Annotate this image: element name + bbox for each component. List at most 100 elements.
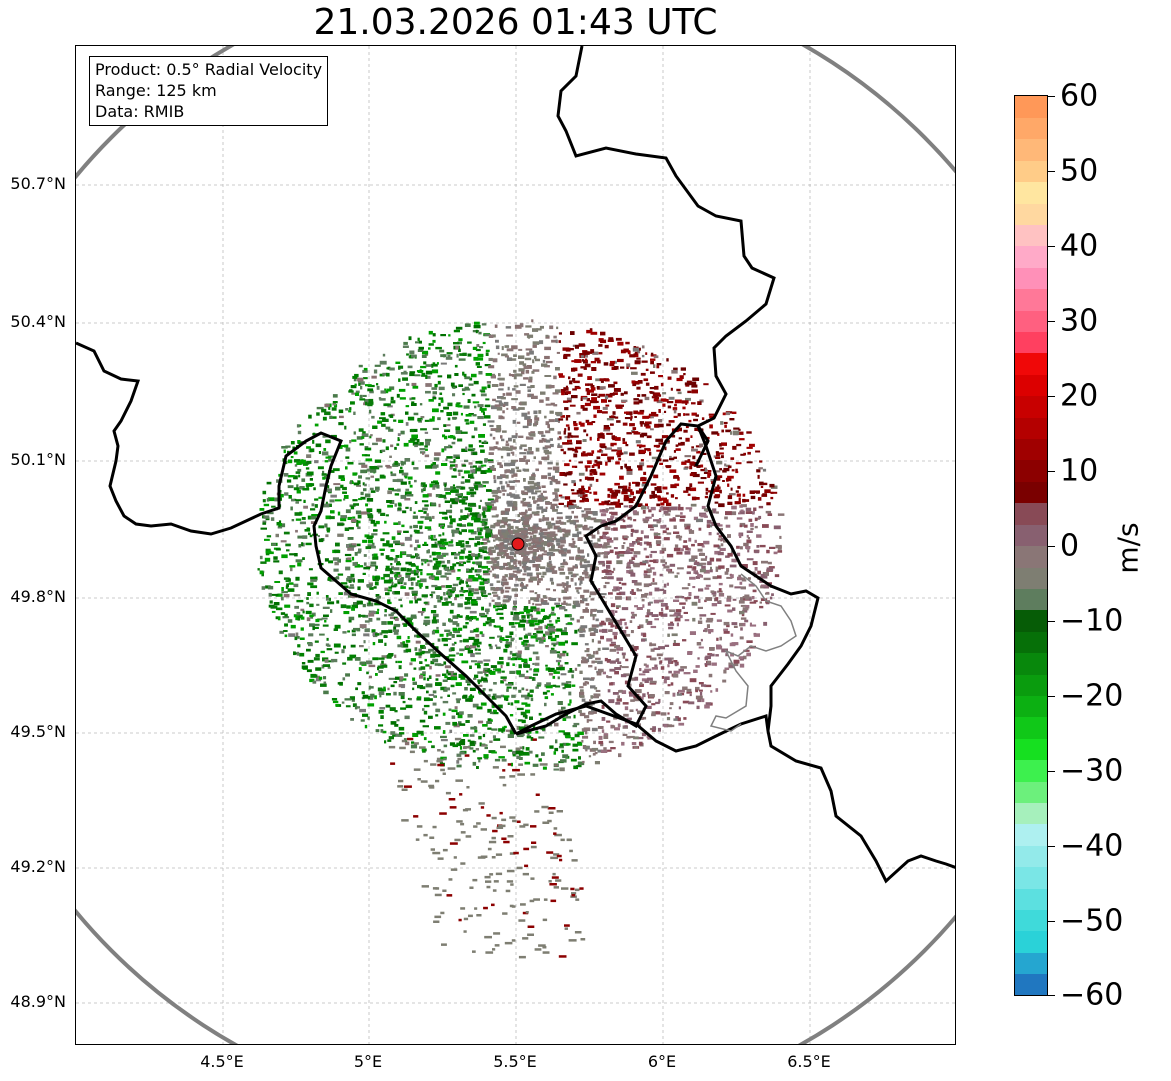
echo-pixel [576,531,582,535]
echo-pixel [357,586,361,591]
echo-pixel [696,464,701,468]
echo-pixel [437,599,442,603]
echo-pixel [719,547,726,551]
echo-pixel [485,398,490,401]
echo-pixel [431,551,436,556]
echo-pixel [446,592,449,595]
echo-pixel [450,684,455,688]
echo-pixel [654,385,659,390]
echo-pixel [394,576,398,580]
echo-pixel [634,605,638,608]
echo-pixel [473,465,477,468]
echo-pixel [583,367,587,370]
echo-pixel [510,495,516,498]
echo-pixel [618,502,624,505]
echo-pixel [492,712,499,715]
echo-pixel [549,385,553,388]
echo-pixel [653,533,661,536]
echo-pixel [690,558,694,562]
echo-pixel [717,551,724,556]
echo-pixel [457,495,463,498]
echo-pixel [712,594,717,597]
echo-pixel [380,538,385,542]
echo-pixel [366,508,373,512]
echo-pixel [613,366,619,370]
echo-pixel [294,464,298,467]
echo-pixel [406,383,410,386]
echo-pixel [560,546,563,549]
echo-pixel [534,627,539,631]
echo-pixel [420,571,423,576]
echo-pixel [545,521,552,526]
echo-pixel [345,466,348,470]
echo-pixel [511,504,516,508]
echo-pixel [463,590,469,593]
echo-pixel [407,476,413,480]
echo-pixel [533,544,539,548]
echo-pixel [676,595,683,599]
echo-pixel [492,358,498,363]
echo-pixel [624,417,631,420]
echo-pixel [503,534,509,538]
echo-pixel [549,443,554,448]
echo-pixel [347,547,354,551]
echo-pixel [435,674,441,677]
echo-pixel [496,580,501,583]
echo-pixel [398,598,402,601]
echo-pixel [479,408,484,411]
echo-pixel [442,712,446,716]
echo-pixel [567,703,571,706]
echo-pixel [482,622,487,627]
echo-pixel [427,528,432,531]
echo-pixel [392,463,399,467]
echo-pixel [658,375,663,378]
echo-pixel [481,565,489,569]
echo-pixel [400,582,403,585]
echo-pixel [517,735,524,738]
echo-pixel [545,439,551,443]
echo-pixel [618,554,625,557]
echo-pixel [530,697,534,702]
echo-pixel [622,441,627,444]
echo-pixel [373,369,378,374]
echo-pixel [451,715,456,719]
echo-pixel [727,552,733,557]
echo-pixel [558,502,564,505]
echo-pixel [328,458,334,462]
echo-pixel [376,508,382,513]
echo-pixel [385,464,391,467]
echo-pixel [447,560,451,564]
echo-pixel [577,742,583,746]
echo-pixel [605,508,609,511]
echo-pixel [495,534,498,538]
echo-pixel [438,544,442,548]
echo-pixel [739,522,746,527]
echo-pixel [753,600,758,603]
echo-pixel [602,510,609,513]
echo-pixel [643,520,649,524]
echo-pixel [465,720,470,723]
echo-pixel [683,611,688,614]
echo-pixel [501,529,508,533]
echo-pixel [432,427,439,430]
echo-pixel [551,517,554,521]
echo-pixel [625,626,629,629]
echo-pixel [424,419,430,422]
echo-pixel [348,586,355,589]
echo-pixel [695,686,700,691]
echo-pixel [560,472,566,476]
echo-pixel [697,657,700,660]
echo-pixel [515,433,518,437]
echo-pixel [587,719,593,722]
echo-pixel [528,546,533,551]
echo-pixel [544,702,547,707]
echo-pixel [567,439,572,443]
echo-pixel [569,668,573,672]
radar-map[interactable] [75,45,956,1045]
echo-pixel [542,531,548,536]
echo-pixel [448,595,451,599]
echo-pixel [658,611,664,616]
echo-pixel [374,602,381,606]
echo-pixel [416,697,422,701]
echo-pixel [357,682,362,686]
